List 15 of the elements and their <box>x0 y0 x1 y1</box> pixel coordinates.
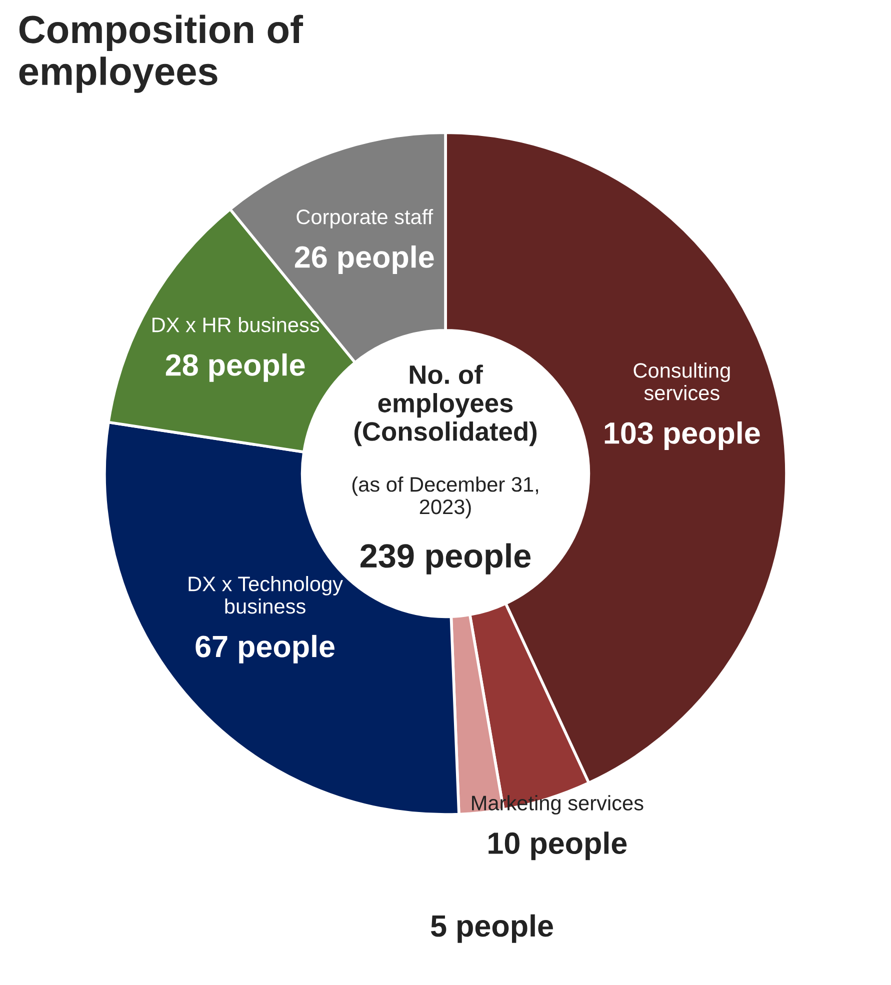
slice-label: DX x HR business <box>152 316 320 332</box>
slice-label: DX x Technology business <box>188 576 343 614</box>
data-label: 10 people <box>488 832 627 860</box>
text: 239 people <box>360 543 531 574</box>
data-label: 67 people <box>196 634 334 664</box>
chart-title: Composition of employees <box>19 14 304 93</box>
data-label: 28 people <box>166 353 305 382</box>
data-label: 26 people <box>294 245 434 274</box>
slice-label: Corporate staff <box>296 209 434 228</box>
slice-label: Marketing services <box>472 795 644 815</box>
data-label: 103 people <box>604 421 760 450</box>
text: No. of employees (Consolidated) <box>354 364 537 446</box>
data-label: 5 people <box>430 914 553 943</box>
text: (as of December 31, 2023) <box>352 476 538 518</box>
slice-label: Consulting services <box>634 362 730 400</box>
